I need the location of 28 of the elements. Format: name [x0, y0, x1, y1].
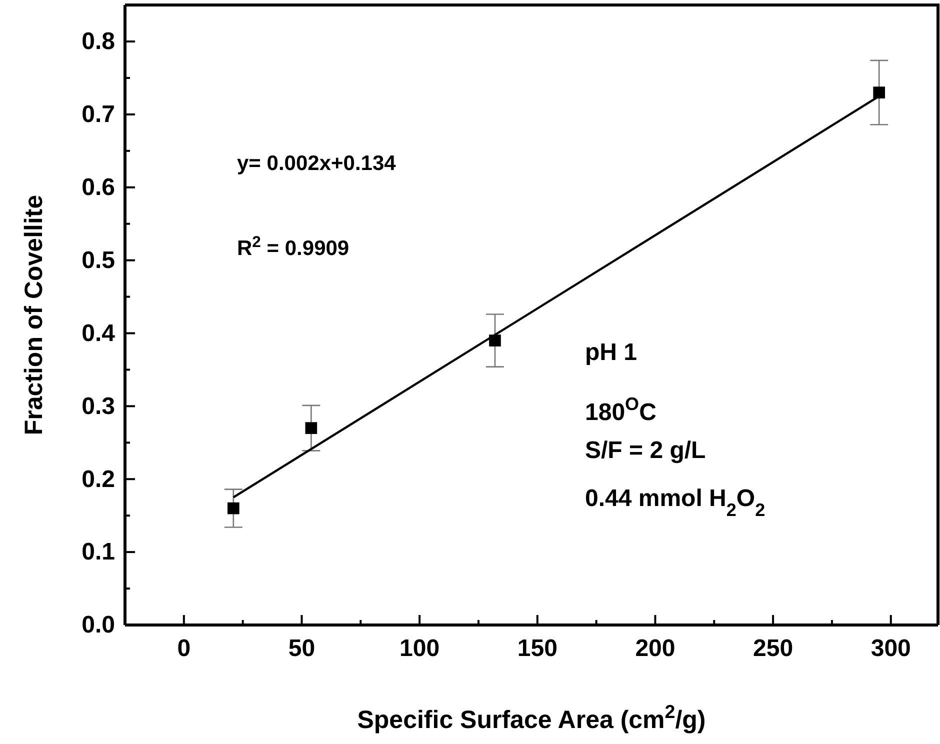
y-tick-label: 0.8 [82, 28, 115, 56]
annotation: 0.44 mmol H$_{2}$O$_{2}$ [585, 485, 766, 520]
annotation: pH 1 [585, 339, 638, 366]
x-tick-label: 0 [177, 635, 191, 662]
y-tick-label: 0.7 [82, 101, 115, 128]
annotation: 180$^{O}$C [585, 394, 656, 426]
y-tick-label: 0.1 [82, 538, 115, 566]
point [227, 502, 240, 514]
y-tick-label: 0.4 [82, 320, 116, 347]
annotation: S/F = 2 g/L [585, 437, 706, 464]
x-tick-label: 250 [753, 635, 794, 662]
y-tick-label: 0.3 [82, 392, 115, 420]
point [489, 334, 501, 346]
annotation: R$^{2}$ = 0.9909 [237, 234, 350, 260]
y-axis-title: Fraction of Covellite [20, 194, 48, 436]
x-tick-label: 200 [635, 635, 676, 662]
y-tick-label: 0.0 [82, 612, 115, 639]
x-axis-title: Specific Surface Area (cm$^{2}$/g) [357, 700, 706, 734]
y-tick-label: 0.2 [82, 466, 115, 493]
annotation: y= 0.002x+0.134 [237, 152, 396, 175]
x-tick-label: 100 [400, 635, 440, 662]
point [305, 422, 318, 434]
point [873, 86, 886, 98]
x-tick-label: 300 [870, 635, 911, 662]
y-tick-label: 0.6 [82, 174, 115, 202]
x-tick-label: 50 [288, 635, 316, 662]
y-tick-label: 0.5 [82, 246, 115, 274]
x-tick-label: 150 [517, 635, 558, 662]
